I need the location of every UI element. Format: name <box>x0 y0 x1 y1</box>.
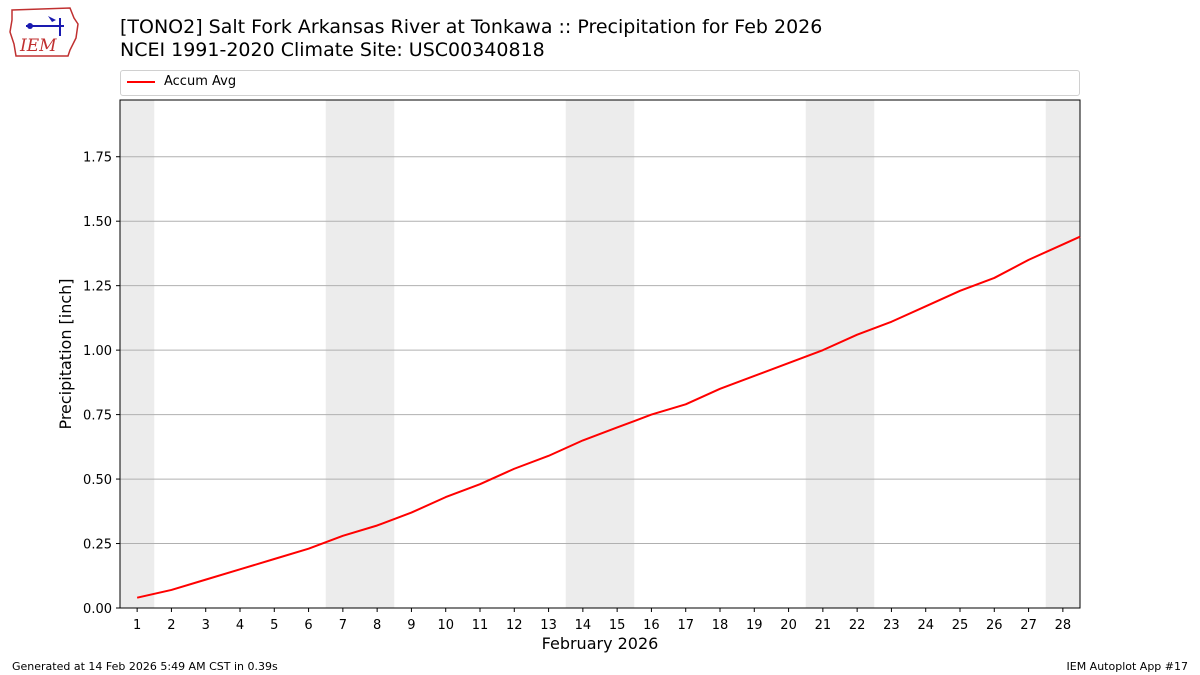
y-tick-label: 0.00 <box>83 602 112 617</box>
weekend-band-4 <box>1045 100 1080 608</box>
x-tick-label: 26 <box>986 618 1003 633</box>
y-axis-label: Precipitation [inch] <box>56 278 75 429</box>
x-tick-label: 21 <box>815 618 832 633</box>
x-axis-label: February 2026 <box>542 634 659 653</box>
x-tick-label: 2 <box>167 618 175 633</box>
x-tick-label: 12 <box>506 618 523 633</box>
legend-label-accum-avg: Accum Avg <box>164 74 237 89</box>
x-tick-label: 15 <box>609 618 626 633</box>
x-tick-label: 7 <box>339 618 347 633</box>
chart-title: [TONO2] Salt Fork Arkansas River at Tonk… <box>120 16 823 38</box>
y-tick-label: 1.50 <box>83 215 112 230</box>
x-tick-label: 5 <box>270 618 278 633</box>
y-tick-label: 0.25 <box>83 538 112 553</box>
x-tick-label: 24 <box>917 618 934 633</box>
weekend-band-1 <box>325 100 395 608</box>
x-tick-label: 18 <box>712 618 729 633</box>
x-tick-label: 8 <box>373 618 381 633</box>
y-tick-label: 1.25 <box>83 280 112 295</box>
x-tick-label: 10 <box>437 618 454 633</box>
y-tick-label: 1.75 <box>83 151 112 166</box>
x-tick-label: 11 <box>472 618 489 633</box>
x-tick-label: 3 <box>202 618 210 633</box>
x-tick-label: 13 <box>540 618 557 633</box>
iem-logo: IEM <box>9 7 79 57</box>
x-tick-label: 20 <box>780 618 797 633</box>
x-tick-label: 4 <box>236 618 244 633</box>
legend: Accum Avg <box>120 70 1080 96</box>
plot-frame <box>119 99 1081 609</box>
generated-timestamp: Generated at 14 Feb 2026 5:49 AM CST in … <box>12 660 278 673</box>
weekend-band-3 <box>805 100 875 608</box>
x-tick-label: 9 <box>407 618 415 633</box>
x-tick-label: 19 <box>746 618 763 633</box>
svg-text:IEM: IEM <box>19 36 57 56</box>
x-tick-label: 6 <box>304 618 312 633</box>
series-line-accum-avg <box>136 235 1081 599</box>
x-tick-label: 1 <box>133 618 141 633</box>
app-label: IEM Autoplot App #17 <box>1066 660 1189 673</box>
y-tick-label: 1.00 <box>83 344 112 359</box>
weekend-band-2 <box>565 100 635 608</box>
weekend-band-0 <box>120 100 155 608</box>
x-tick-label: 27 <box>1020 618 1037 633</box>
x-tick-label: 14 <box>575 618 592 633</box>
y-tick-label: 0.75 <box>83 409 112 424</box>
x-tick-label: 22 <box>849 618 866 633</box>
x-tick-label: 25 <box>952 618 969 633</box>
x-tick-label: 28 <box>1055 618 1072 633</box>
legend-swatch-accum-avg <box>127 81 155 83</box>
x-tick-label: 23 <box>883 618 900 633</box>
x-tick-label: 17 <box>677 618 694 633</box>
x-tick-label: 16 <box>643 618 660 633</box>
chart-subtitle: NCEI 1991-2020 Climate Site: USC00340818 <box>120 39 545 61</box>
y-tick-label: 0.50 <box>83 473 112 488</box>
